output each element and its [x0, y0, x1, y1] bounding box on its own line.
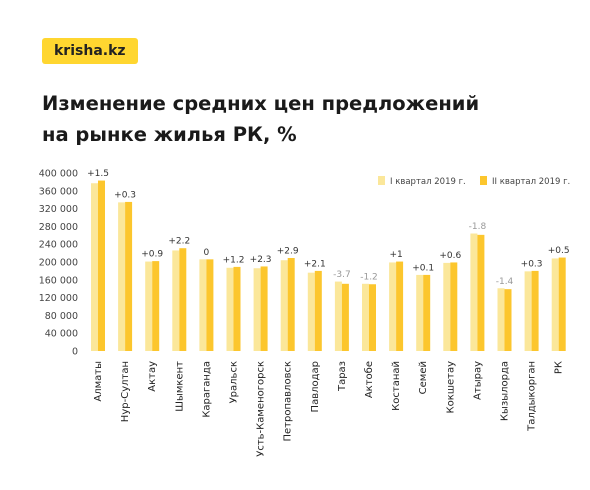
bar-q2: [477, 234, 485, 351]
change-label: -3.7: [333, 270, 351, 280]
bar-q1: [199, 259, 207, 351]
change-label: +1: [389, 250, 402, 260]
bar-q1: [443, 262, 451, 351]
legend-swatch-q1: [378, 176, 385, 185]
bar-q2: [450, 262, 458, 351]
bar-q1: [362, 283, 369, 351]
brand-logo: krisha.kz: [42, 38, 138, 64]
bar-q1: [524, 271, 532, 351]
legend-label: I квартал 2019 г.: [390, 177, 466, 187]
change-label: +2.2: [168, 237, 190, 247]
y-tick-label: 80 000: [45, 311, 78, 322]
category-label: Павлодар: [310, 361, 321, 412]
category-label: Шымкент: [174, 361, 185, 412]
change-label: +0.9: [141, 250, 163, 260]
category-label: РК: [554, 361, 565, 374]
y-tick-label: 120 000: [39, 293, 78, 304]
legend-label: II квартал 2019 г.: [492, 177, 570, 187]
change-label: -1.2: [360, 272, 378, 282]
change-label: -1.4: [496, 277, 514, 287]
change-label: +0.3: [521, 259, 543, 269]
category-label: Костанай: [391, 361, 402, 411]
legend-swatch-q2: [480, 176, 487, 185]
bar-q2: [233, 266, 241, 351]
bar-q1: [253, 268, 261, 351]
bar-q1: [497, 288, 505, 351]
change-label: +1.5: [87, 169, 109, 179]
title-line-1: Изменение средних цен предложений: [42, 92, 480, 115]
y-tick-label: 280 000: [39, 222, 78, 233]
change-label: +0.1: [412, 263, 434, 273]
bar-q1: [470, 233, 478, 351]
category-label: Семей: [418, 361, 429, 394]
category-label: Кызылорда: [500, 361, 511, 421]
y-tick-label: 320 000: [39, 204, 78, 215]
y-tick-label: 200 000: [39, 258, 78, 269]
bar-q1: [334, 281, 342, 351]
change-label: +1.2: [223, 255, 245, 265]
y-tick-label: 360 000: [39, 186, 78, 197]
change-label: 0: [204, 248, 210, 258]
change-label: +0.3: [114, 190, 136, 200]
bar-q1: [145, 261, 153, 351]
bar-q1: [551, 258, 559, 351]
bar-q2: [531, 270, 539, 351]
bar-q1: [172, 250, 180, 351]
title-line-2: на рынке жилья РК, %: [42, 123, 297, 146]
bar-q2: [98, 180, 105, 351]
category-label: Нур-Султан: [120, 361, 131, 422]
bar-q2: [341, 283, 349, 351]
bar-q2: [152, 261, 160, 351]
bar-q2: [206, 259, 214, 351]
bar-q1: [118, 202, 126, 351]
category-label: Актау: [147, 361, 158, 392]
bar-q1: [91, 183, 98, 351]
category-label: Караганда: [201, 361, 212, 418]
category-label: Атырау: [472, 361, 483, 400]
change-label: -1.8: [469, 222, 487, 232]
change-label: +2.3: [250, 255, 272, 265]
y-tick-label: 40 000: [45, 329, 78, 340]
bar-q2: [260, 266, 268, 351]
bar-q2: [423, 274, 431, 351]
y-tick-label: 240 000: [39, 240, 78, 251]
bar-q2: [369, 284, 376, 351]
bar-q2: [396, 261, 404, 351]
bar-q2: [287, 257, 295, 351]
change-label: +2.9: [277, 246, 299, 256]
category-label: Актобе: [364, 361, 375, 398]
category-label: Уральск: [229, 361, 240, 403]
category-label: Кокшетау: [445, 361, 456, 414]
change-label: +0.6: [439, 251, 461, 261]
category-label: Талдыкорган: [527, 361, 538, 432]
bar-q1: [307, 272, 315, 351]
bar-q2: [504, 289, 512, 351]
change-label: +0.5: [548, 246, 570, 256]
logo-text: krisha.kz: [54, 43, 126, 59]
bar-q1: [280, 260, 288, 351]
bar-q2: [179, 248, 187, 351]
y-tick-label: 0: [72, 347, 78, 358]
change-label: +2.1: [304, 259, 326, 269]
category-label: Усть-Каменогорск: [256, 361, 267, 457]
bar-q1: [389, 262, 397, 351]
chart-title: Изменение средних цен предложений на рын…: [42, 88, 562, 150]
bar-q1: [226, 267, 234, 351]
bar-q1: [416, 274, 424, 351]
bar-q2: [314, 270, 322, 351]
y-tick-label: 400 000: [39, 169, 78, 180]
category-label: Петропавловск: [283, 361, 294, 441]
category-label: Тараз: [337, 361, 348, 392]
bar-q2: [125, 201, 133, 351]
bar-q2: [558, 257, 566, 351]
category-label: Алматы: [93, 361, 104, 402]
y-tick-label: 160 000: [39, 275, 78, 286]
